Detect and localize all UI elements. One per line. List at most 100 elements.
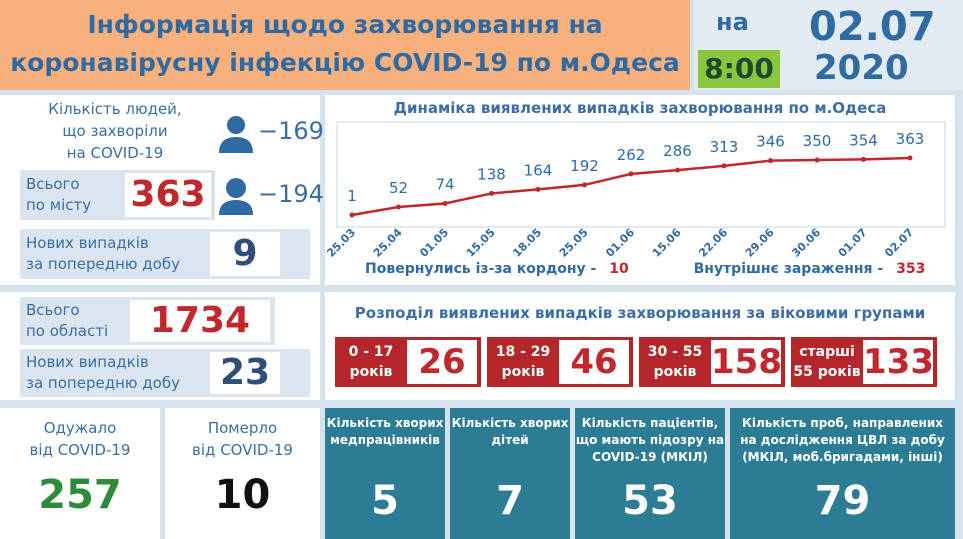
year: 2020 (814, 48, 909, 88)
returned-value: 10 (609, 261, 629, 277)
value-label: 164 (524, 161, 553, 179)
sources-row: Повернулись із-за кордону - 10 Внутрішнє… (365, 261, 925, 277)
point (442, 201, 448, 207)
value-label: 74 (435, 176, 454, 194)
label: Всього (26, 175, 80, 193)
chart-panel: Динаміка виявлених випадків захворювання… (325, 95, 955, 285)
label: Всього (26, 301, 80, 319)
x-tick-label: 25.04 (371, 226, 405, 260)
header: Інформація щодо захворювання на коронаві… (0, 0, 690, 90)
stat-value: 5 (371, 478, 399, 524)
label: від COVID-19 (29, 441, 131, 459)
label: Померло (207, 419, 278, 437)
age-label: років (639, 363, 711, 381)
stat-label: Кількість хворих (326, 416, 444, 430)
value-label: 286 (663, 142, 692, 160)
age-label: років (335, 363, 407, 381)
age-group: 30 - 55 років 158 (639, 337, 785, 387)
returned-label: Повернулись із-за кордону - (365, 261, 597, 277)
x-tick-label: 30.06 (789, 226, 823, 260)
label: на COVID-19 (66, 144, 164, 162)
new-box: Нових випадків за попередню добу 9 (20, 229, 310, 279)
age-panel: Розподіл виявлених випадків захворювання… (325, 292, 955, 400)
x-tick-label: 02.07 (882, 226, 916, 260)
stat-label: на дослідження ЦВЛ за добу (740, 433, 945, 447)
age-value: 158 (711, 340, 782, 384)
label: Одужало (43, 419, 117, 437)
city-total: 363 (125, 173, 211, 217)
deaths-value: 10 (214, 472, 271, 518)
point (535, 186, 541, 192)
point (907, 155, 913, 161)
x-tick-label: 15.05 (464, 226, 498, 260)
stat-label: COVID-19 (МКІЛ) (592, 450, 708, 464)
x-tick-label: 29.06 (743, 226, 777, 260)
chart: 1 52 74 138 164 192 262 286 313 346 350 354 363 25.03… (325, 121, 946, 260)
female-icon (219, 178, 253, 215)
plot-area (336, 121, 946, 228)
label: Нових випадків (26, 353, 149, 371)
x-tick-label: 01.07 (836, 226, 870, 260)
stat-value: 53 (622, 478, 678, 524)
label: за попередню добу (26, 374, 180, 392)
age-value: 26 (407, 340, 477, 384)
female-count: −194 (258, 180, 324, 208)
x-tick-label: 22.06 (696, 226, 730, 260)
x-tick-label: 01.05 (417, 226, 451, 260)
new-box: Нових випадків за попередню добу 23 (20, 349, 310, 397)
value-label: 346 (756, 133, 785, 151)
value-label: 262 (617, 146, 646, 164)
value-label: 1 (347, 187, 357, 205)
age-label: років (487, 363, 559, 381)
age-value: 133 (863, 340, 934, 384)
stat-panel: Кількість пацієнтів, що мають підозру на C… (575, 408, 725, 539)
point (582, 182, 587, 188)
chart-title: Динаміка виявлених випадків захворювання… (393, 99, 887, 117)
region-new: 23 (210, 352, 280, 394)
point (814, 157, 820, 163)
stat-label: медпрацівників (330, 433, 440, 447)
label: по місту (26, 196, 92, 214)
point (768, 158, 773, 164)
label: по області (26, 322, 109, 340)
label: Нових випадків (26, 234, 149, 252)
age-label: 30 - 55 (639, 343, 711, 361)
recovered-panel: Одужало від COVID-19 257 (0, 408, 160, 539)
x-tick-label: 25.03 (325, 226, 358, 260)
age-group: 0 - 17 років 26 (335, 337, 481, 387)
title-line: коронавірусну інфекцію COVID-19 по м.Оде… (10, 48, 680, 77)
value-label: 354 (849, 131, 878, 149)
date: 02.07 (809, 4, 936, 50)
x-tick-label: 01.06 (603, 226, 637, 260)
internal-label: Внутрішнє зараження - (693, 261, 884, 277)
stat-panel: Кількість проб, направлених на дослідженн… (730, 408, 955, 539)
stat-label: (МКІЛ, моб.бригадами, інші) (742, 450, 943, 464)
label: Кількість людей, (48, 100, 182, 118)
time: 8:00 (698, 50, 780, 88)
male-count: −169 (258, 117, 324, 145)
stat-value: 7 (496, 478, 524, 524)
city-panel: Кількість людей, що захворіли на COVID-1… (0, 95, 324, 285)
age-title: Розподіл виявлених випадків захворювання… (354, 304, 926, 322)
male-icon (219, 116, 253, 153)
x-tick-label: 15.06 (650, 226, 684, 260)
point (396, 204, 401, 210)
total-box: Всього по місту 363 (20, 170, 215, 220)
total-box: Всього по області 1734 (20, 297, 275, 345)
point (349, 212, 355, 218)
point (675, 167, 680, 173)
internal-value: 353 (896, 261, 926, 277)
label: від COVID-19 (192, 441, 293, 459)
age-value: 46 (559, 340, 629, 384)
age-label: 18 - 29 (487, 343, 559, 361)
deaths-panel: Померло від COVID-19 10 (165, 408, 320, 539)
region-panel: Всього по області 1734 Нових випадків за… (0, 292, 320, 400)
stat-value: 79 (814, 478, 871, 524)
stat-label: що мають підозру на (575, 433, 725, 447)
recovered-value: 257 (38, 472, 122, 518)
point (628, 171, 634, 177)
title-line: Інформація щодо захворювання на (87, 10, 603, 39)
date-block: на 8:00 02.07 2020 (694, 0, 963, 90)
value-label: 350 (803, 132, 832, 150)
